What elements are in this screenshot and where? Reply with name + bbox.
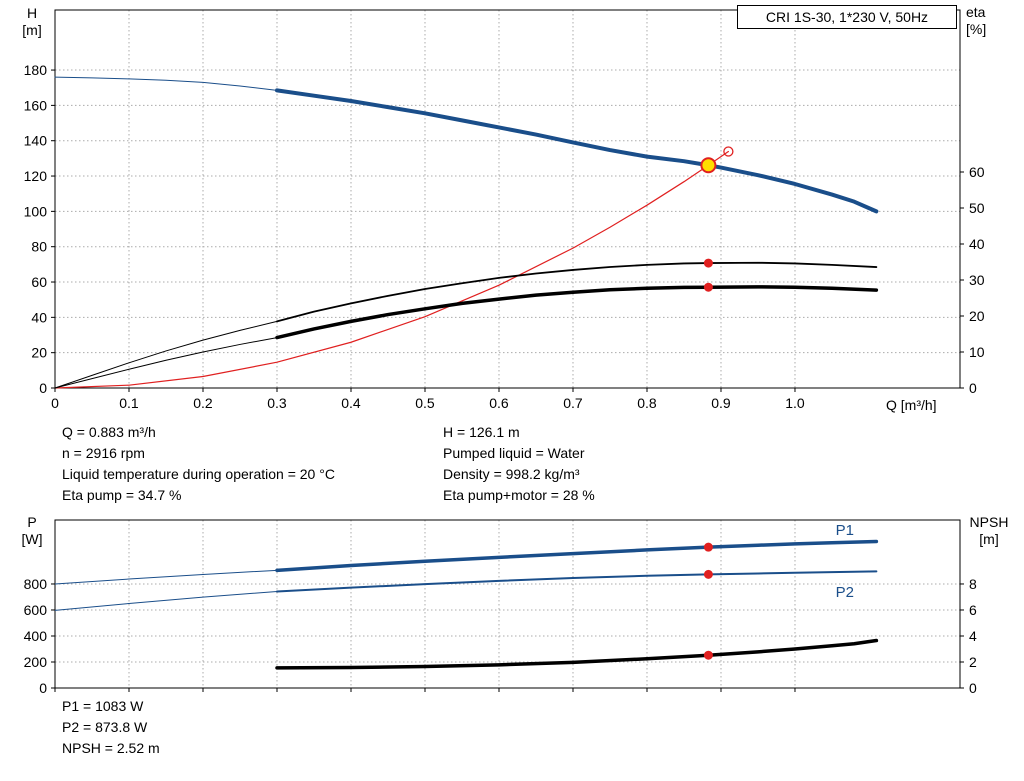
eta-pump-extension — [54, 320, 278, 389]
p2-curve-label: P2 — [836, 584, 854, 601]
info-p2: P2 = 873.8 W — [62, 719, 148, 735]
tick-label-left: 200 — [24, 654, 48, 670]
tick-label-left: 160 — [24, 97, 48, 113]
pump-model-label: CRI 1S-30, 1*230 V, 50Hz — [765, 9, 929, 25]
tick-label-right: 40 — [969, 236, 985, 252]
npsh-axis-title-line2: [m] — [979, 531, 999, 547]
tick-label-left: 80 — [31, 239, 47, 255]
plot-border — [54, 9, 961, 389]
tick-label-right: 0 — [969, 680, 977, 696]
system-curve — [54, 150, 729, 389]
h-axis-title-line1: H — [26, 5, 38, 21]
tick-label-bottom: 0.8 — [637, 395, 657, 411]
eta-pump-motor-curve — [275, 285, 879, 340]
tick-label-bottom: 0.7 — [563, 395, 583, 411]
tick-label-bottom: 1.0 — [785, 395, 805, 411]
tick-label-bottom: 0.1 — [119, 395, 139, 411]
tick-label-left: 0 — [39, 680, 47, 696]
eta-axis-title: eta [%] — [966, 4, 986, 38]
qh-curve-extension — [54, 76, 278, 91]
tick-label-right: 8 — [969, 576, 977, 592]
tick-label-right: 20 — [969, 308, 985, 324]
open-point — [723, 146, 734, 157]
p2-curve-extension — [54, 591, 278, 611]
tick-label-left: 60 — [31, 274, 47, 290]
h-axis-title: H [m] — [14, 5, 50, 39]
duty-info-left: Q = 0.883 m³/h n = 2916 rpm Liquid tempe… — [62, 422, 335, 506]
p1-curve-label: P1 — [836, 522, 854, 539]
duty-point — [700, 157, 717, 174]
eta-axis-title-line2: [%] — [966, 21, 987, 37]
info-eta-pump: Eta pump = 34.7 % — [62, 487, 182, 503]
tick-label-bottom: 0 — [51, 395, 59, 411]
tick-label-right: 2 — [969, 654, 977, 670]
p1-curve-extension — [54, 569, 278, 585]
info-density: Density = 998.2 kg/m³ — [443, 466, 580, 482]
tick-label-bottom: 0.2 — [193, 395, 213, 411]
tick-label-right: 30 — [969, 272, 985, 288]
tick-label-right: 0 — [969, 380, 977, 396]
eta-pump-point — [703, 258, 713, 268]
npsh-point — [703, 650, 713, 660]
info-speed: n = 2916 rpm — [62, 445, 145, 461]
npsh-curve — [275, 638, 879, 670]
npsh-axis-title-line1: NPSH — [969, 514, 1009, 530]
tick-label-left: 120 — [24, 168, 48, 184]
tick-label-right: 10 — [969, 344, 985, 360]
tick-label-bottom: 0.9 — [711, 395, 731, 411]
info-npsh: NPSH = 2.52 m — [62, 740, 160, 756]
p1-point — [703, 542, 713, 552]
info-pumped-liquid: Pumped liquid = Water — [443, 445, 585, 461]
power-info: P1 = 1083 W P2 = 873.8 W NPSH = 2.52 m — [62, 696, 160, 759]
info-p1: P1 = 1083 W — [62, 698, 144, 714]
eta-pump-motor-point — [703, 282, 713, 292]
tick-label-left: 140 — [24, 133, 48, 149]
h-axis-title-line2: [m] — [22, 22, 42, 38]
tick-label-left: 100 — [24, 203, 48, 219]
q-axis-title: Q [m³/h] — [886, 397, 937, 413]
p2-curve — [275, 570, 878, 593]
info-liquid-temp: Liquid temperature during operation = 20… — [62, 466, 335, 482]
p-axis-title: P [W] — [14, 514, 50, 548]
tick-label-right: 4 — [969, 628, 977, 644]
tick-label-left: 0 — [39, 380, 47, 396]
info-q: Q = 0.883 m³/h — [62, 424, 156, 440]
tick-label-bottom: 0.3 — [267, 395, 287, 411]
npsh-axis-title: NPSH [m] — [960, 514, 1018, 548]
tick-label-right: 6 — [969, 602, 977, 618]
eta-axis-title-line1: eta — [966, 4, 986, 20]
tick-label-right: 50 — [969, 200, 985, 216]
p-axis-title-line2: [W] — [21, 531, 43, 547]
tick-label-left: 600 — [24, 602, 48, 618]
tick-label-bottom: 0.6 — [489, 395, 509, 411]
tick-label-left: 20 — [31, 345, 47, 361]
tick-label-right: 60 — [969, 164, 985, 180]
p2-point — [703, 569, 713, 579]
pump-model-box: CRI 1S-30, 1*230 V, 50Hz — [737, 5, 957, 29]
eta-pump-motor-extension — [54, 337, 278, 389]
duty-info-right: H = 126.1 m Pumped liquid = Water Densit… — [443, 422, 595, 506]
qh-curve — [274, 88, 879, 214]
p1-curve — [275, 539, 879, 573]
info-h: H = 126.1 m — [443, 424, 520, 440]
tick-label-bottom: 0.4 — [341, 395, 361, 411]
tick-label-left: 40 — [31, 309, 47, 325]
eta-pump-curve — [276, 261, 878, 323]
tick-label-bottom: 0.5 — [415, 395, 435, 411]
tick-label-left: 180 — [24, 62, 48, 78]
info-eta-pump-motor: Eta pump+motor = 28 % — [443, 487, 595, 503]
tick-label-left: 800 — [24, 576, 48, 592]
plot-border — [54, 519, 961, 689]
p-axis-title-line1: P — [27, 514, 37, 530]
tick-label-left: 400 — [24, 628, 48, 644]
